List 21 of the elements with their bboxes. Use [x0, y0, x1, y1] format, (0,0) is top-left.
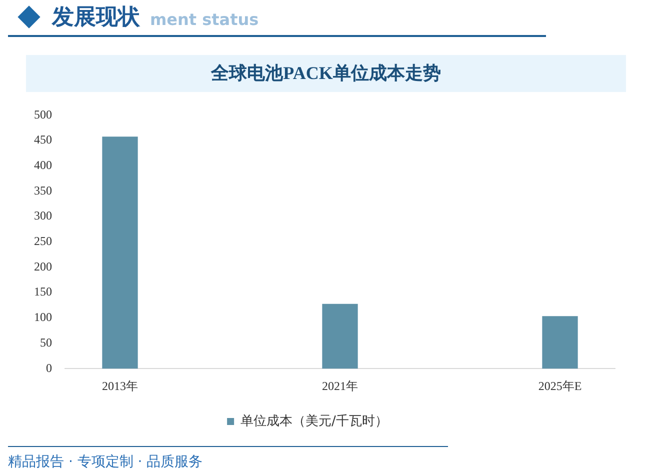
text: 精品报告 · 专项定制 · 品质服务 — [8, 453, 203, 472]
legend-label: 单位成本（美元/千瓦时） — [240, 412, 388, 429]
text: ment status — [150, 9, 259, 31]
y-tick-label: 350 — [34, 183, 52, 198]
y-tick-label: 200 — [34, 259, 52, 274]
y-tick-label: 300 — [34, 208, 52, 223]
y-tick-label: 100 — [34, 310, 52, 324]
x-tick-label: 2025年E — [538, 378, 582, 393]
bar — [322, 304, 358, 369]
bar — [102, 136, 138, 369]
x-tick-label: 2013年 — [102, 378, 138, 393]
x-tick-label: 2021年 — [322, 378, 358, 393]
y-tick-label: 450 — [34, 132, 52, 147]
y-tick-label: 0 — [46, 360, 52, 375]
y-tick-label: 150 — [34, 284, 52, 299]
y-tick-label: 500 — [34, 107, 52, 122]
y-tick-label: 50 — [40, 335, 52, 350]
y-tick-label: 400 — [34, 158, 52, 172]
y-tick-label: 250 — [34, 234, 52, 248]
bar — [542, 316, 578, 369]
text: 发展现状 — [52, 4, 140, 32]
